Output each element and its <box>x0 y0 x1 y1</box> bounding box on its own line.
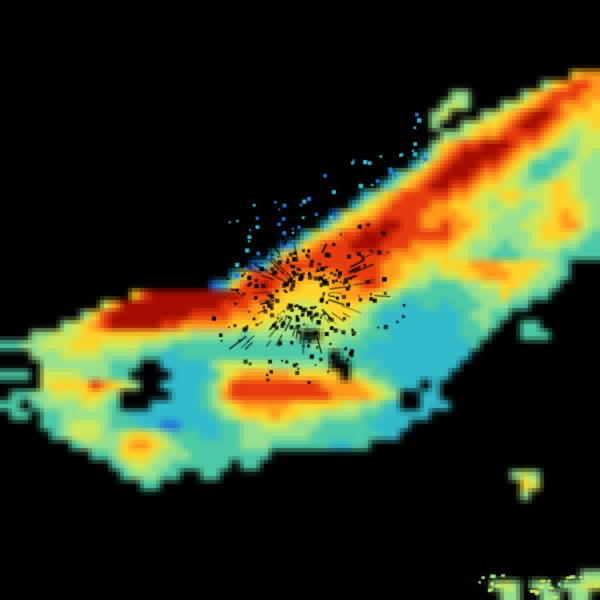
radar-reflectivity-canvas <box>0 0 600 600</box>
weather-radar-view <box>0 0 600 600</box>
